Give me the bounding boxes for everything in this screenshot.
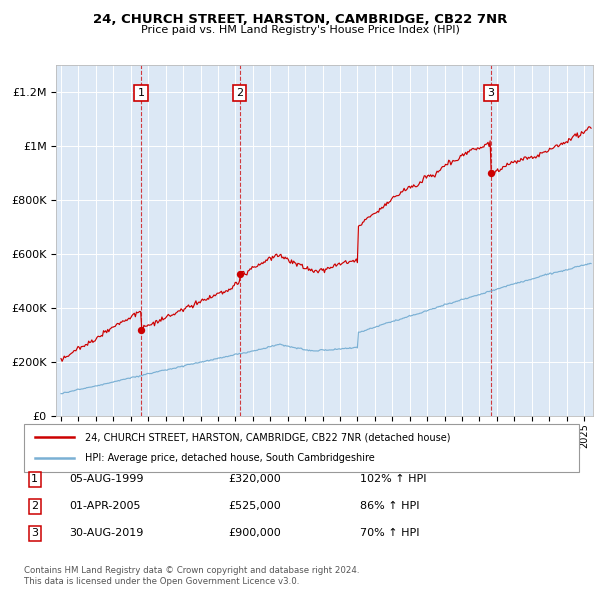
Text: This data is licensed under the Open Government Licence v3.0.: This data is licensed under the Open Gov… xyxy=(24,577,299,586)
Text: 3: 3 xyxy=(487,88,494,99)
Text: 70% ↑ HPI: 70% ↑ HPI xyxy=(360,529,419,538)
Text: HPI: Average price, detached house, South Cambridgeshire: HPI: Average price, detached house, Sout… xyxy=(85,454,375,464)
Text: 24, CHURCH STREET, HARSTON, CAMBRIDGE, CB22 7NR: 24, CHURCH STREET, HARSTON, CAMBRIDGE, C… xyxy=(93,13,507,26)
Text: 86% ↑ HPI: 86% ↑ HPI xyxy=(360,502,419,511)
Text: 24, CHURCH STREET, HARSTON, CAMBRIDGE, CB22 7NR (detached house): 24, CHURCH STREET, HARSTON, CAMBRIDGE, C… xyxy=(85,432,451,442)
Text: 2: 2 xyxy=(31,502,38,511)
Text: 1: 1 xyxy=(137,88,145,99)
Text: 3: 3 xyxy=(31,529,38,538)
Text: 102% ↑ HPI: 102% ↑ HPI xyxy=(360,474,427,484)
Text: Price paid vs. HM Land Registry's House Price Index (HPI): Price paid vs. HM Land Registry's House … xyxy=(140,25,460,35)
Text: 30-AUG-2019: 30-AUG-2019 xyxy=(69,529,143,538)
Text: £320,000: £320,000 xyxy=(228,474,281,484)
Text: 05-AUG-1999: 05-AUG-1999 xyxy=(69,474,143,484)
Text: 2: 2 xyxy=(236,88,244,99)
Point xyxy=(235,270,245,279)
Point xyxy=(136,325,146,335)
Text: 01-APR-2005: 01-APR-2005 xyxy=(69,502,140,511)
Text: £900,000: £900,000 xyxy=(228,529,281,538)
Text: £525,000: £525,000 xyxy=(228,502,281,511)
FancyBboxPatch shape xyxy=(24,424,579,472)
Text: 1: 1 xyxy=(31,474,38,484)
Point xyxy=(486,168,496,178)
Text: Contains HM Land Registry data © Crown copyright and database right 2024.: Contains HM Land Registry data © Crown c… xyxy=(24,566,359,575)
